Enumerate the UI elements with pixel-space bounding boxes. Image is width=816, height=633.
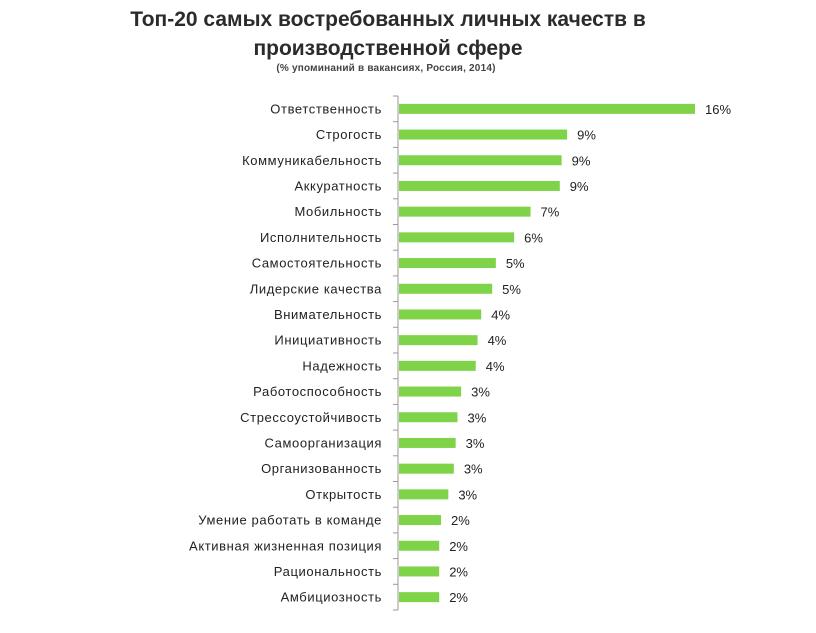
data-label: 9% <box>577 128 596 143</box>
category-label: Самостоятельность <box>252 256 382 271</box>
data-label: 3% <box>464 462 483 477</box>
data-label: 9% <box>572 153 591 168</box>
bar <box>399 283 493 294</box>
category-label: Открытость <box>305 487 382 502</box>
data-label: 5% <box>502 282 521 297</box>
data-label: 9% <box>570 179 589 194</box>
data-label: 6% <box>524 230 543 245</box>
data-label: 3% <box>466 436 485 451</box>
bar <box>399 180 560 191</box>
data-label: 3% <box>467 410 486 425</box>
category-label: Мобильность <box>294 204 382 219</box>
category-label: Аккуратность <box>294 178 382 193</box>
data-label: 4% <box>488 333 507 348</box>
category-label: Коммуникабельность <box>242 153 382 168</box>
data-label: 5% <box>506 256 525 271</box>
bar <box>399 206 531 217</box>
bar <box>399 155 562 166</box>
category-label: Ответственность <box>270 101 382 116</box>
bar <box>399 360 476 371</box>
category-label: Самоорганизация <box>265 435 382 450</box>
bar <box>399 335 478 346</box>
data-label: 2% <box>449 590 468 605</box>
bar <box>399 129 568 140</box>
chart-title-line-1: Топ-20 самых востребованных личных качес… <box>130 8 646 31</box>
bar <box>399 103 695 114</box>
category-label: Внимательность <box>274 307 382 322</box>
category-label: Активная жизненная позиция <box>189 538 382 553</box>
bar <box>399 592 440 603</box>
category-label: Лидерские качества <box>250 281 382 296</box>
bar <box>399 386 462 397</box>
data-label: 7% <box>541 205 560 220</box>
data-label: 3% <box>458 487 477 502</box>
data-label: 3% <box>471 385 490 400</box>
data-label: 4% <box>491 307 510 322</box>
bar <box>399 309 482 320</box>
bar <box>399 515 442 526</box>
category-label: Амбициозность <box>281 590 382 605</box>
data-label: 2% <box>451 513 470 528</box>
category-label: Рациональность <box>274 564 382 579</box>
category-label: Стрессоустойчивость <box>240 410 382 425</box>
chart-subtitle: (% упоминаний в вакансиях, Россия, 2014) <box>276 63 496 74</box>
category-label: Работоспособность <box>253 384 382 399</box>
bar <box>399 540 440 551</box>
bar <box>399 463 454 474</box>
data-label: 4% <box>486 359 505 374</box>
category-label: Исполнительность <box>260 230 382 245</box>
data-label: 16% <box>705 102 731 117</box>
bar <box>399 412 458 423</box>
category-label: Инициативность <box>274 333 382 348</box>
category-label: Умение работать в команде <box>198 513 382 528</box>
chart-title-line-2: производственной сфере <box>253 37 523 60</box>
category-label: Организованность <box>261 461 382 476</box>
bar <box>399 437 456 448</box>
category-label: Надежность <box>302 358 382 373</box>
bar <box>399 232 515 243</box>
bar <box>399 489 449 500</box>
category-label: Строгость <box>316 127 382 142</box>
bar <box>399 566 440 577</box>
data-label: 2% <box>449 564 468 579</box>
bar <box>399 258 496 269</box>
data-label: 2% <box>449 539 468 554</box>
